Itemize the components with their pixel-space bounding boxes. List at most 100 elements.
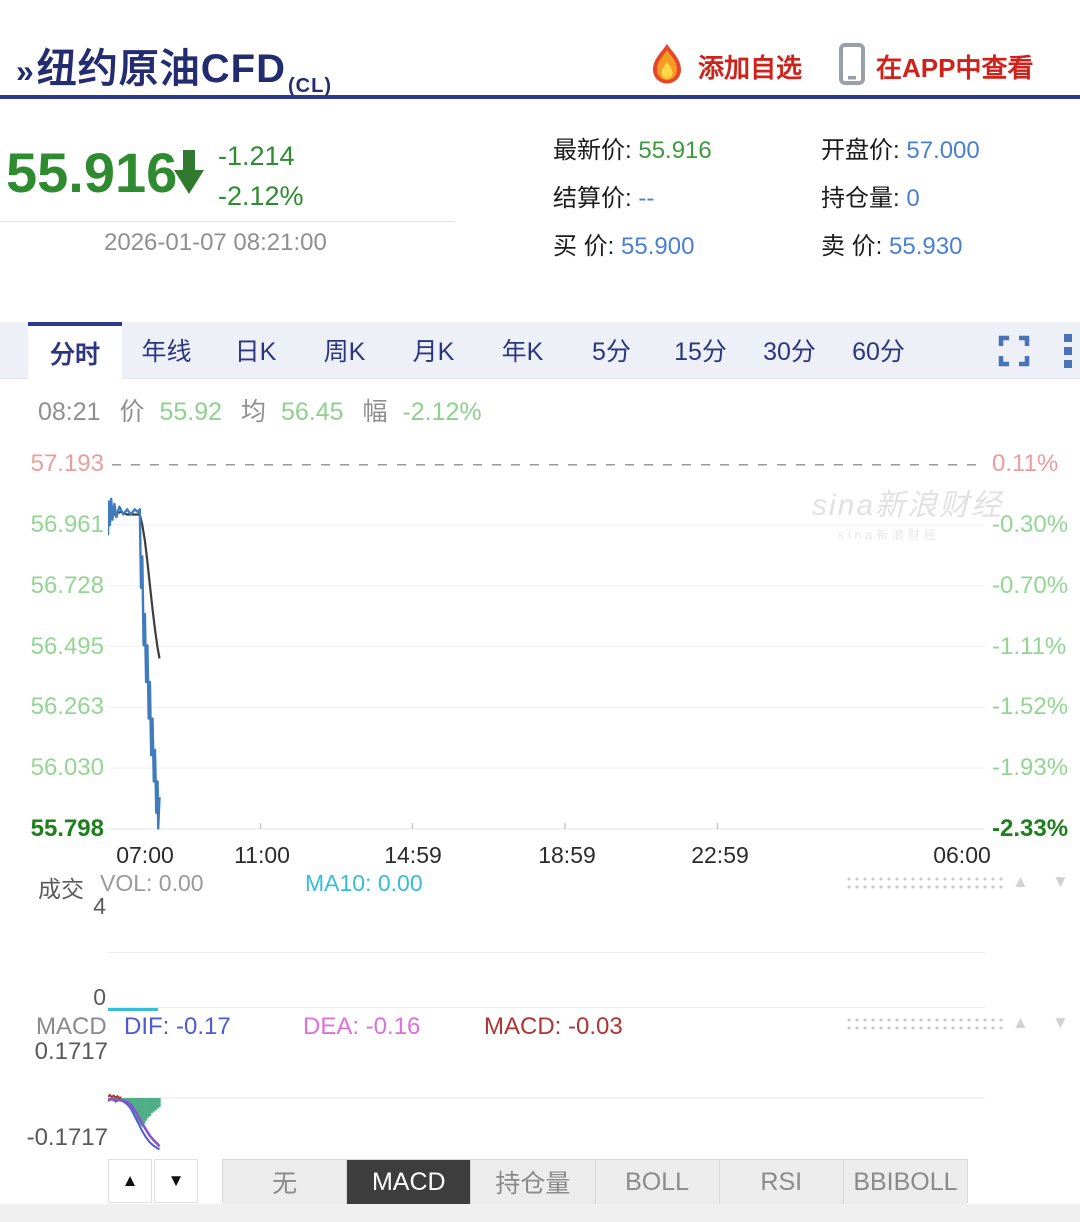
status-price: 55.92 [159, 398, 223, 426]
more-menu-icon[interactable] [1060, 332, 1076, 375]
status-amp-label: 幅 [362, 398, 388, 426]
volume-ma10-line [108, 1008, 158, 1011]
quote-field-label: 开盘价: [821, 137, 900, 164]
header-divider [0, 95, 1080, 99]
add-watchlist-label: 添加自选 [698, 53, 803, 83]
status-avg: 56.45 [280, 398, 344, 426]
price-axis-label: 57.193 [30, 450, 104, 477]
macd-y-min: -0.1717 [26, 1124, 108, 1151]
quote-field-row: 结算价: -- [553, 178, 654, 213]
period-tab-4[interactable]: 月K [412, 338, 455, 366]
quote-field-value: 55.900 [614, 233, 695, 260]
quote-field-label: 买 价: [553, 233, 615, 260]
page-title: »纽约原油CFD (CL) [16, 36, 332, 97]
view-in-app-label: 在APP中查看 [876, 53, 1034, 83]
macd-collapse-up-icon[interactable]: ▲ [1012, 1013, 1029, 1032]
period-tabbar: 分时 年线 日K 周K 月K 年K 5分 15分 30分 60分 [0, 322, 1080, 379]
macd-y-max: 0.1717 [34, 1038, 108, 1065]
status-avg-label: 均 [241, 398, 267, 426]
macd-scroll-handle[interactable] [845, 1016, 1003, 1032]
percent-axis-label: -1.52% [992, 693, 1069, 721]
intraday-chart[interactable] [108, 464, 985, 830]
price-down-arrow-icon [170, 148, 210, 203]
volume-vol-value: VOL: 0.00 [100, 870, 204, 896]
price-axis-label: 55.798 [30, 815, 104, 842]
quote-field-row: 开盘价: 57.000 [821, 130, 980, 165]
macd-dif-value: DIF: -0.17 [124, 1013, 231, 1040]
indicator-tab-1[interactable]: MACD [346, 1160, 471, 1204]
percent-axis-label: -0.70% [992, 571, 1069, 599]
fullscreen-icon[interactable] [998, 335, 1030, 372]
quote-field-label: 卖 价: [821, 233, 883, 260]
period-tab-0[interactable]: 分时 [28, 322, 122, 379]
period-tab-6[interactable]: 5分 [592, 338, 631, 366]
volume-scroll-handle[interactable] [845, 875, 1003, 891]
quote-field-value: 0 [899, 185, 920, 212]
volume-collapse-down-icon[interactable]: ▼ [1052, 872, 1069, 891]
sina-watermark: sina新浪财经 sina新浪财经 [812, 489, 1004, 542]
time-axis-label: 07:00 [116, 842, 174, 868]
price-axis-label: 56.728 [30, 571, 104, 599]
macd-macd-value: MACD: -0.03 [484, 1013, 623, 1040]
volume-collapse-up-icon[interactable]: ▲ [1012, 872, 1029, 891]
period-tab-7[interactable]: 15分 [674, 338, 727, 366]
period-tab-2[interactable]: 日K [234, 338, 277, 366]
title-prefix-icon: » [16, 53, 35, 89]
macd-dea-value: DEA: -0.16 [303, 1013, 421, 1040]
indicator-tab-0[interactable]: 无 [223, 1160, 347, 1204]
last-price: 55.916 [6, 141, 178, 204]
time-axis-label: 11:00 [234, 842, 290, 868]
quote-field-row: 卖 价: 55.930 [821, 226, 962, 261]
indicator-tab-5[interactable]: BBIBOLL [842, 1160, 968, 1204]
indicator-tab-3[interactable]: BOLL [594, 1160, 719, 1204]
indicator-down-button[interactable]: ▼ [154, 1159, 198, 1203]
period-tab-3[interactable]: 周K [323, 338, 366, 366]
period-tab-1[interactable]: 年线 [141, 338, 192, 366]
quote-field-row: 持仓量: 0 [821, 178, 920, 213]
volume-ma10-value: MA10: 0.00 [305, 870, 423, 896]
volume-panel-label: 成交 [38, 876, 84, 902]
volume-gridline [108, 952, 985, 953]
view-in-app-button[interactable]: 在APP中查看 [838, 42, 1033, 91]
price-axis-label: 56.263 [30, 693, 104, 721]
period-tab-5[interactable]: 年K [501, 338, 544, 366]
percent-axis-label: -1.11% [992, 632, 1067, 660]
price-axis-label: 56.030 [30, 754, 104, 782]
price-change-pct: -2.12% [218, 181, 304, 211]
percent-axis-label: -0.30% [992, 510, 1069, 538]
quote-field-value: 57.000 [899, 137, 980, 164]
indicator-up-button[interactable]: ▲ [108, 1159, 152, 1203]
period-tab-9[interactable]: 60分 [852, 338, 905, 366]
instrument-name: 纽约原油CFD [36, 47, 287, 91]
quote-field-label: 结算价: [553, 185, 632, 212]
add-watchlist-button[interactable]: 添加自选 [646, 42, 802, 91]
flame-icon [646, 42, 688, 91]
quote-field-value: -- [631, 185, 655, 212]
volume-baseline [108, 1007, 985, 1008]
percent-axis-label: 0.11% [992, 450, 1059, 477]
time-axis-label: 14:59 [384, 842, 442, 868]
time-axis-label: 18:59 [538, 842, 596, 868]
macd-panel-label: MACD [36, 1013, 107, 1040]
quote-field-row: 最新价: 55.916 [553, 130, 712, 165]
macd-chart[interactable] [108, 1056, 985, 1162]
bottom-strip [0, 1204, 1080, 1222]
quote-fields: 最新价: 55.916 开盘价: 57.000 结算价: -- 持仓量: 0 买 价: … [553, 130, 1073, 280]
percent-axis-label: -1.93% [992, 754, 1069, 782]
status-amplitude: -2.12% [402, 398, 482, 426]
macd-collapse-down-icon[interactable]: ▼ [1052, 1013, 1069, 1032]
quote-field-value: 55.916 [631, 137, 712, 164]
status-price-label: 价 [119, 398, 145, 426]
indicator-tab-2[interactable]: 持仓量 [470, 1160, 595, 1204]
indicator-tabbar: 无 MACD 持仓量 BOLL RSI BBIBOLL [222, 1159, 968, 1204]
quote-field-value: 55.930 [882, 233, 963, 260]
volume-y-max: 4 [93, 893, 106, 919]
quote-timestamp: 2026-01-07 08:21:00 [104, 229, 327, 256]
time-axis-label: 22:59 [691, 842, 749, 868]
indicator-tab-4[interactable]: RSI [718, 1160, 843, 1204]
period-tab-8[interactable]: 30分 [763, 338, 816, 366]
price-change: -1.214 [218, 141, 295, 171]
instrument-symbol: (CL) [288, 75, 332, 97]
quote-field-label: 持仓量: [821, 185, 900, 212]
